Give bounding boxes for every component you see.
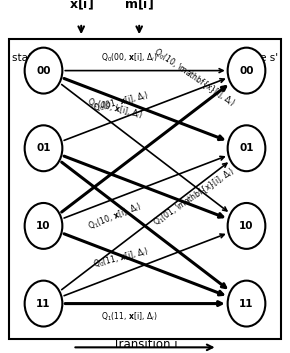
- Text: Q$_1$(00, $\mathbf{x}$[i], $\Delta_i$): Q$_1$(00, $\mathbf{x}$[i], $\Delta_i$): [86, 96, 144, 122]
- Text: Q$_1$(10, $\mathbf{x}$[i], $\Delta_i$): Q$_1$(10, $\mathbf{x}$[i], $\Delta_i$): [86, 201, 143, 233]
- Circle shape: [25, 48, 62, 94]
- Text: state s': state s': [240, 53, 278, 63]
- Text: 11: 11: [239, 299, 254, 309]
- Text: 00: 00: [239, 66, 254, 76]
- Text: Q$_0$(11, $\mathbf{x}$[i], $\Delta_i$): Q$_0$(11, $\mathbf{x}$[i], $\Delta_i$): [92, 245, 150, 270]
- Text: 10: 10: [239, 221, 254, 231]
- Text: Q$_1$(11, $\mathbf{x}$[i], $\Delta_i$): Q$_1$(11, $\mathbf{x}$[i], $\Delta_i$): [101, 311, 157, 323]
- Circle shape: [25, 281, 62, 327]
- Circle shape: [228, 203, 265, 249]
- Text: 10: 10: [36, 221, 51, 231]
- Circle shape: [228, 125, 265, 171]
- Text: $\mathbf{m}$[i]: $\mathbf{m}$[i]: [124, 0, 154, 12]
- Bar: [9, 39, 281, 339]
- Circle shape: [228, 281, 265, 327]
- Text: $\mathbf{x}$[i]: $\mathbf{x}$[i]: [69, 0, 94, 12]
- Text: Q$_0$(01, $\mathbf{x}$[i], $\Delta_i$): Q$_0$(01, $\mathbf{x}$[i], $\Delta_i$): [92, 89, 150, 115]
- Text: Q$_0$(00, $\mathbf{x}$[i], $\Delta_i$): Q$_0$(00, $\mathbf{x}$[i], $\Delta_i$): [101, 51, 157, 64]
- Circle shape: [228, 48, 265, 94]
- Circle shape: [25, 125, 62, 171]
- Circle shape: [25, 203, 62, 249]
- Text: 11: 11: [36, 299, 51, 309]
- Text: 00: 00: [36, 66, 51, 76]
- Text: Q$_1$(01, \mathbf{x}[i], $\Delta_i$): Q$_1$(01, \mathbf{x}[i], $\Delta_i$): [151, 166, 238, 229]
- Text: 01: 01: [239, 143, 254, 153]
- Text: state s: state s: [12, 53, 47, 63]
- Text: Q$_0$(10, \mathbf{x}[i], $\Delta_i$): Q$_0$(10, \mathbf{x}[i], $\Delta_i$): [151, 46, 238, 109]
- Text: Transition i: Transition i: [113, 338, 177, 351]
- Text: 01: 01: [36, 143, 51, 153]
